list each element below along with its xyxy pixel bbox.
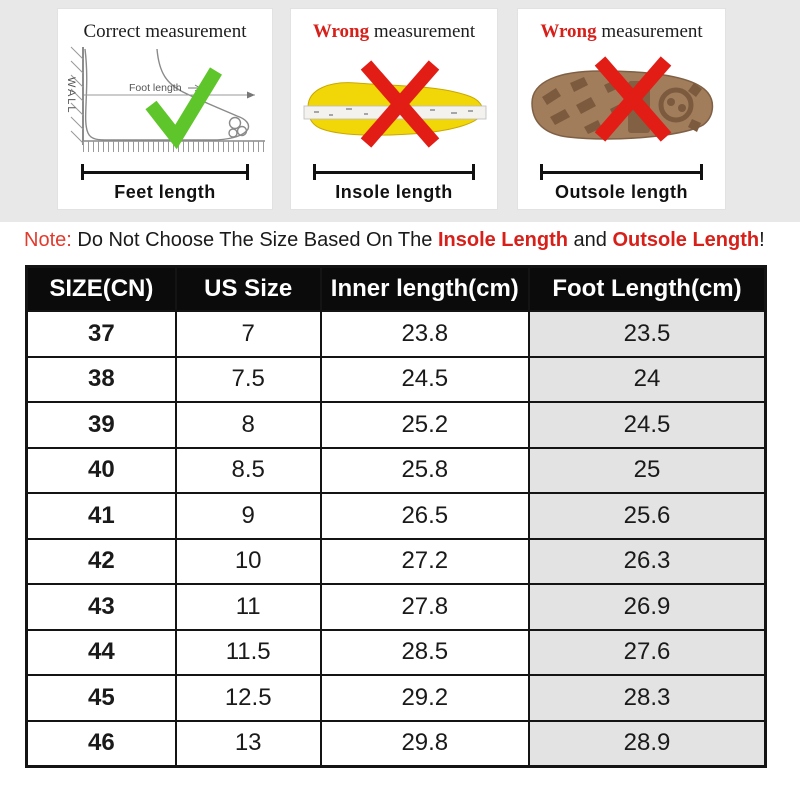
- note-highlight-outsole: Outsole Length: [612, 229, 760, 251]
- table-cell: 27.8: [319, 583, 531, 631]
- table-cell: 44: [25, 628, 177, 676]
- table-cell: 27.2: [319, 537, 531, 585]
- table-row: 37 7 23.8 23.5: [25, 310, 767, 358]
- table-cell: 25.8: [319, 446, 531, 494]
- table-row: 42 10 27.2 26.3: [25, 537, 767, 585]
- wall-hatching: [70, 46, 84, 144]
- panel-title-prefix: Wrong: [540, 21, 597, 42]
- table-cell: 38: [25, 355, 177, 403]
- panel-title: Correct measurement: [83, 21, 246, 43]
- table-cell: 11: [174, 583, 322, 631]
- length-bracket: [539, 164, 704, 180]
- column-header: US Size: [174, 265, 322, 312]
- note-text: !: [759, 229, 765, 251]
- table-cell: 13: [174, 719, 322, 768]
- note-text: and: [567, 229, 613, 251]
- size-table-header-row: SIZE(CN) US Size Inner length(cm) Foot Leng…: [25, 265, 767, 312]
- table-cell: 40: [25, 446, 177, 494]
- outsole-illustration: [530, 56, 713, 142]
- table-row: 43 11 27.8 26.9: [25, 583, 767, 631]
- table-row: 41 9 26.5 25.6: [25, 492, 767, 540]
- column-header: SIZE(CN): [25, 265, 177, 312]
- table-cell: 10: [174, 537, 322, 585]
- table-cell: 7: [174, 310, 322, 358]
- table-cell: 9: [174, 492, 322, 540]
- table-cell: 12.5: [174, 674, 322, 722]
- table-cell: 24.5: [528, 401, 767, 449]
- table-cell: 42: [25, 537, 177, 585]
- table-cell: 25: [528, 446, 767, 494]
- x-icon: [594, 56, 671, 142]
- table-row: 44 11.5 28.5 27.6: [25, 628, 767, 676]
- wall-label: WALL: [65, 77, 77, 115]
- foot-length-label: Foot length: [129, 82, 182, 94]
- panel-title-rest: measurement: [369, 21, 476, 42]
- size-note: Note: Do Not Choose The Size Based On Th…: [24, 226, 794, 254]
- table-cell: 23.5: [528, 310, 767, 358]
- length-bracket: [80, 164, 250, 180]
- table-cell: 25.6: [528, 492, 767, 540]
- panel-wrong-outsole: Wrong measurement: [517, 8, 726, 210]
- foot-length-dimension: Foot length: [84, 82, 255, 99]
- note-highlight-insole: Insole Length: [437, 229, 568, 251]
- table-cell: 39: [25, 401, 177, 449]
- measurement-guide-section: Correct measurement WALL Foo: [0, 0, 800, 222]
- column-header: Foot Length(cm): [528, 265, 767, 312]
- table-cell: 28.5: [319, 628, 531, 676]
- table-cell: 7.5: [174, 355, 322, 403]
- panel-correct-measurement: Correct measurement WALL Foo: [57, 8, 273, 210]
- table-cell: 25.2: [319, 401, 531, 449]
- foot-measurement-illustration: WALL Foot length: [65, 46, 265, 152]
- foot-outline: [84, 48, 250, 141]
- table-row: 45 12.5 29.2 28.3: [25, 674, 767, 722]
- table-cell: 43: [25, 583, 177, 631]
- table-row: 46 13 29.8 28.9: [25, 719, 767, 768]
- table-cell: 26.3: [528, 537, 767, 585]
- table-cell: 26.5: [319, 492, 531, 540]
- table-row: 38 7.5 24.5 24: [25, 355, 767, 403]
- table-cell: 41: [25, 492, 177, 540]
- table-cell: 11.5: [174, 628, 322, 676]
- panel-title-rest: measurement: [140, 21, 247, 42]
- table-row: 39 8 25.2 24.5: [25, 401, 767, 449]
- table-cell: 29.2: [319, 674, 531, 722]
- x-icon: [360, 60, 440, 148]
- panel-caption: Insole length: [335, 182, 453, 202]
- table-cell: 26.9: [528, 583, 767, 631]
- table-cell: 24: [528, 355, 767, 403]
- panel-title-prefix: Wrong: [312, 21, 370, 42]
- panel-wrong-insole: Wrong measurement Insole length: [290, 8, 498, 210]
- table-cell: 29.8: [319, 719, 531, 768]
- panel-caption: Feet length: [114, 182, 216, 202]
- length-bracket: [312, 164, 476, 180]
- insole-illustration: [303, 60, 487, 148]
- note-text: Do Not Choose The Size Based On The: [71, 229, 438, 251]
- table-cell: 8.5: [174, 446, 322, 494]
- table-row: 40 8.5 25.8 25: [25, 446, 767, 494]
- table-cell: 28.9: [528, 719, 767, 768]
- panel-title: Wrong measurement: [540, 21, 702, 43]
- check-icon: [145, 67, 222, 150]
- panel-caption: Outsole length: [555, 182, 688, 202]
- size-chart-table: SIZE(CN) US Size Inner length(cm) Foot Leng…: [25, 265, 767, 768]
- table-cell: 28.3: [528, 674, 767, 722]
- table-cell: 46: [25, 719, 177, 768]
- table-cell: 37: [25, 310, 177, 358]
- table-cell: 24.5: [319, 355, 531, 403]
- size-table-body: 37 7 23.8 23.5 38 7.5 24.5 24 39 8 25.2 24.5 40 8.5 25…: [25, 310, 767, 768]
- note-label: Note:: [24, 229, 72, 251]
- table-cell: 8: [174, 401, 322, 449]
- table-cell: 23.8: [319, 310, 531, 358]
- column-header: Inner length(cm): [319, 265, 531, 312]
- panel-title-prefix: Correct: [83, 21, 141, 42]
- table-cell: 27.6: [528, 628, 767, 676]
- panel-title: Wrong measurement: [313, 21, 475, 43]
- panel-title-rest: measurement: [596, 21, 703, 42]
- table-cell: 45: [25, 674, 177, 722]
